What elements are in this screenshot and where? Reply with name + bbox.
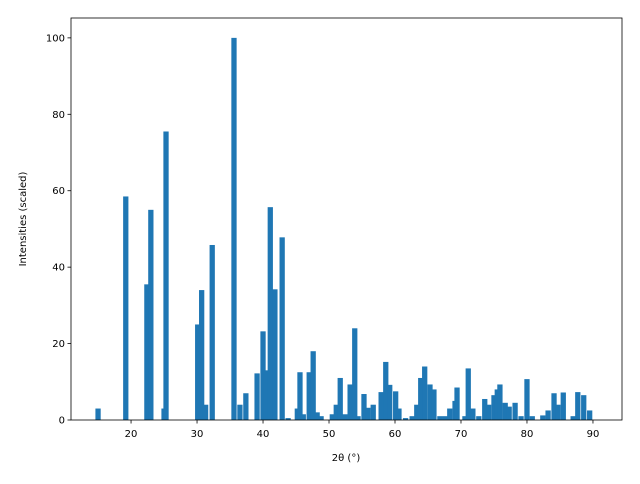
bar (437, 416, 443, 420)
bar (387, 384, 393, 420)
bar (285, 418, 291, 420)
bar (148, 209, 154, 420)
y-tick-label: 80 (52, 110, 65, 121)
bar (263, 370, 269, 420)
bar (551, 393, 557, 420)
bar (329, 414, 335, 420)
bar (243, 393, 249, 420)
bar (545, 410, 551, 420)
bar (267, 207, 273, 420)
bar (570, 416, 576, 420)
bar (512, 402, 518, 420)
bar (202, 404, 209, 420)
bar (587, 410, 593, 420)
bar (462, 416, 468, 420)
y-tick-label: 60 (52, 186, 65, 197)
bar (123, 196, 129, 420)
bar (370, 404, 376, 420)
bar (144, 284, 150, 420)
bar (402, 418, 409, 420)
bar (352, 328, 358, 420)
plot-frame (70, 17, 623, 421)
x-tick-label: 50 (323, 429, 336, 440)
bar (482, 398, 488, 420)
y-tick-label: 20 (52, 339, 65, 350)
x-tick-label: 40 (257, 429, 270, 440)
y-tick-label: 40 (52, 263, 65, 274)
bar (486, 404, 492, 420)
bar (422, 366, 428, 420)
bar (393, 391, 399, 420)
bar (209, 244, 215, 420)
bar (195, 324, 201, 420)
bar (518, 416, 524, 420)
bar (409, 416, 415, 420)
bar (272, 289, 278, 420)
bar (560, 392, 566, 420)
bar (497, 384, 503, 420)
bar (361, 394, 367, 420)
bar (427, 384, 433, 420)
x-tick-label: 60 (389, 429, 402, 440)
bar (581, 395, 587, 420)
bar (529, 416, 535, 420)
bar (465, 368, 471, 420)
bar (454, 387, 460, 420)
x-tick-label: 80 (521, 429, 534, 440)
bar (470, 408, 476, 420)
bar (337, 377, 343, 420)
bar (355, 416, 361, 420)
bar (431, 389, 437, 420)
bar (506, 406, 512, 420)
bar (555, 404, 561, 420)
bar (199, 290, 205, 420)
y-axis-label: Intensities (scaled) (18, 171, 29, 266)
x-tick-label: 70 (455, 429, 468, 440)
bar (540, 415, 546, 420)
bar (163, 131, 169, 420)
bar (310, 351, 316, 420)
bar (442, 416, 448, 420)
bar (95, 408, 101, 420)
x-axis-label: 2θ (°) (332, 453, 361, 464)
bar (254, 373, 260, 420)
bar (342, 414, 348, 420)
bar (297, 372, 303, 420)
bar (314, 412, 320, 420)
x-tick-label: 30 (191, 429, 204, 440)
bar (524, 379, 530, 420)
bar (306, 372, 312, 420)
bar (237, 404, 243, 420)
bar (414, 404, 420, 420)
y-tick-label: 100 (46, 33, 65, 44)
bar (300, 414, 306, 420)
y-tick-label: 0 (59, 416, 65, 427)
bar (260, 331, 266, 420)
bar (318, 416, 324, 420)
bar (279, 237, 285, 420)
bar (502, 402, 508, 420)
bar (333, 404, 339, 420)
x-tick-label: 90 (587, 429, 600, 440)
bar (365, 407, 371, 420)
x-tick-label: 20 (125, 429, 138, 440)
bar (491, 395, 497, 420)
bar (231, 37, 237, 420)
bar (418, 377, 424, 420)
bar (347, 384, 353, 420)
bar (383, 361, 389, 420)
bar (396, 408, 402, 420)
bar (575, 392, 581, 420)
bar (447, 408, 453, 420)
bar (378, 392, 384, 420)
bar (476, 416, 482, 420)
